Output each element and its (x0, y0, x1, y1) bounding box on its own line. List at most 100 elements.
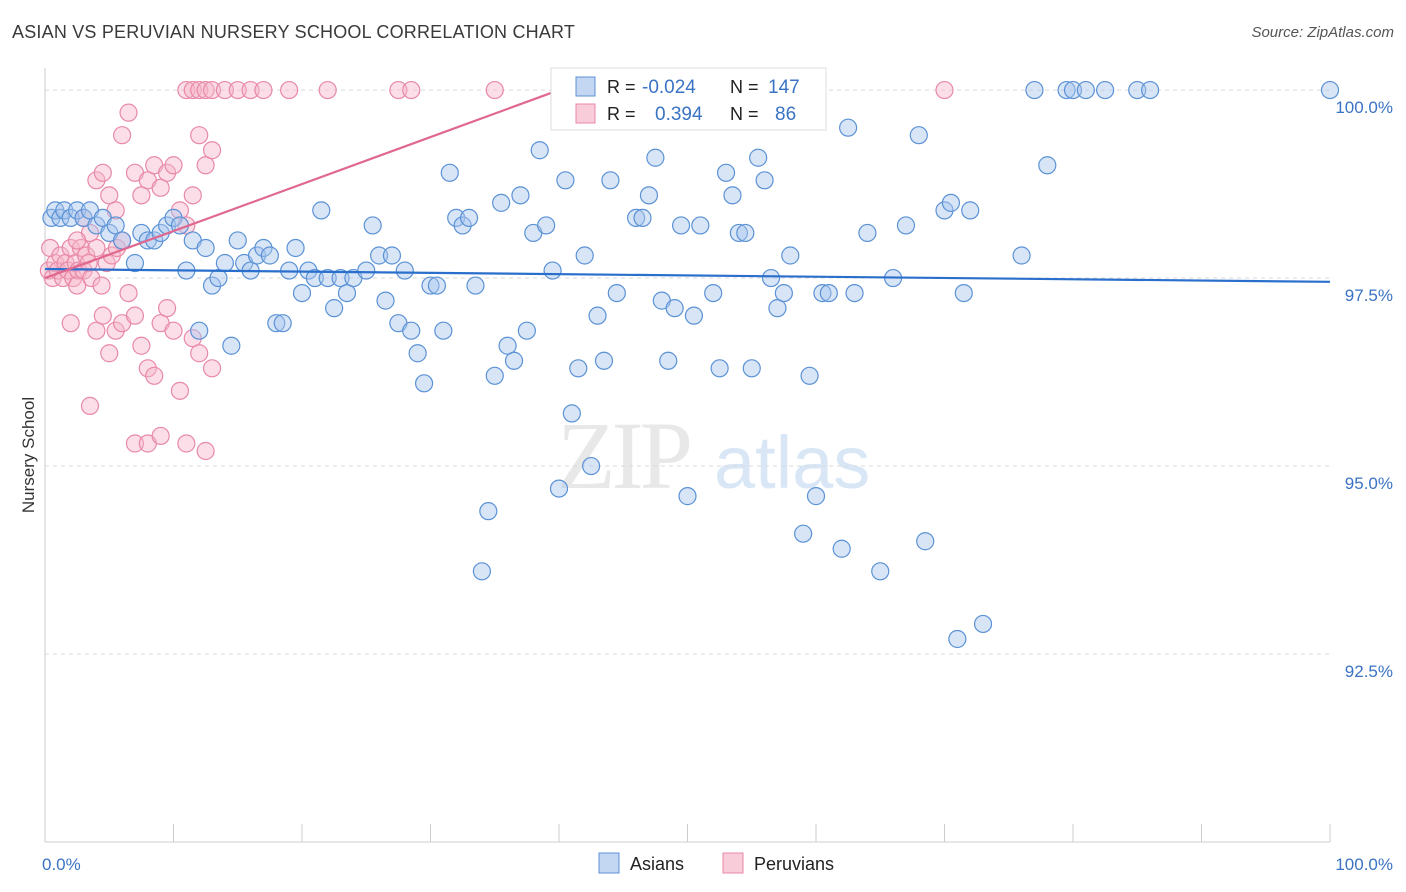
asian-point (755, 171, 774, 190)
asians-n-value: 147 (768, 77, 800, 98)
asian-point (254, 238, 273, 258)
asian-point (729, 223, 749, 243)
peruvian-point (100, 344, 119, 363)
asian-point (742, 359, 761, 378)
trend-lines (44, 89, 1331, 283)
peruvian-point (177, 80, 196, 100)
asian-point (626, 208, 646, 228)
peruvians-trend-line (44, 89, 560, 280)
asian-point (247, 246, 267, 265)
peruvian-point (177, 434, 196, 453)
asian-point (106, 216, 125, 235)
asian-point (447, 208, 466, 228)
asian-point (273, 314, 292, 333)
peruvian-point (151, 178, 170, 197)
asian-point (659, 351, 678, 370)
peruvian-point (68, 231, 87, 250)
asian-point (196, 238, 215, 258)
peruvian-point (190, 344, 209, 363)
peruvian-point (183, 329, 202, 348)
peruvian-point (119, 103, 138, 122)
x-tick-labels: 0.0% 100.0% (42, 855, 1393, 874)
asian-point (453, 216, 472, 235)
asian-point (916, 532, 935, 551)
peruvian-point (202, 359, 222, 378)
y-tick-label: 97.5% (1345, 286, 1393, 305)
asian-point (318, 268, 337, 288)
asian-point (337, 283, 357, 303)
peruvian-point (202, 80, 222, 100)
peruvian-point (254, 80, 273, 100)
asian-point (260, 246, 279, 265)
asian-point (639, 186, 659, 205)
asian-point (357, 261, 376, 280)
asian-point (761, 268, 781, 288)
asian-point (537, 216, 556, 235)
asian-point (1057, 80, 1076, 100)
asian-point (896, 216, 916, 235)
asian-point (125, 253, 145, 273)
asian-point (370, 246, 389, 265)
x-tick-label-start: 0.0% (42, 855, 81, 874)
asian-point (806, 487, 826, 506)
peruvian-point (132, 336, 151, 355)
asian-point (594, 351, 614, 370)
axes (44, 68, 1331, 843)
legend-peruvians-swatch (722, 852, 744, 874)
peruvian-point (164, 156, 183, 175)
peruvian-point (92, 276, 111, 295)
peruvian-point (138, 359, 157, 378)
peruvian-point (196, 80, 215, 100)
peruvian-point (87, 321, 106, 340)
asian-point (582, 456, 601, 476)
asian-point (1128, 80, 1147, 100)
asian-point (68, 201, 87, 220)
asian-point (215, 253, 234, 273)
asian-point (395, 261, 414, 280)
peruvian-point (202, 141, 222, 160)
watermark-atlas: atlas (714, 421, 870, 504)
asian-point (267, 314, 286, 333)
asian-point (794, 524, 813, 543)
peruvian-point (157, 163, 177, 182)
peruvians-r-label: R = (607, 104, 636, 124)
asians-r-label: R = (607, 77, 636, 97)
asian-point (575, 246, 594, 265)
peruvian-point (93, 163, 112, 182)
peruvian-point (151, 426, 170, 446)
asian-point (549, 479, 569, 498)
peruvian-point (196, 156, 215, 175)
asian-point (562, 404, 581, 423)
asian-point (1012, 246, 1031, 265)
asian-point (569, 359, 588, 378)
asian-point (459, 208, 479, 228)
peruvian-point (93, 306, 112, 325)
asian-point (504, 351, 524, 370)
asian-point (839, 118, 858, 137)
peruvian-point (280, 80, 299, 100)
peruvian-point (485, 80, 504, 100)
asian-point (1025, 80, 1044, 100)
peruvian-point (61, 314, 80, 333)
asians-r-value: -0.024 (642, 77, 696, 98)
asian-point (1140, 80, 1160, 100)
asian-point (485, 366, 504, 385)
asian-point (325, 299, 344, 318)
asian-point (749, 148, 768, 167)
peruvians-swatch (575, 103, 596, 124)
asian-point (710, 359, 729, 378)
asian-point (1076, 80, 1095, 100)
asian-point (112, 231, 132, 250)
asian-point (402, 321, 421, 340)
asian-point (774, 283, 793, 303)
peruvian-point (100, 186, 119, 205)
peruvian-point (68, 276, 87, 295)
asian-point (961, 201, 980, 220)
asian-point (421, 276, 440, 295)
peruvian-point (87, 238, 106, 258)
asian-point (466, 276, 485, 295)
asian-point (434, 321, 453, 340)
peruvian-point (389, 80, 408, 100)
asian-point (845, 283, 864, 303)
asian-point (973, 614, 993, 634)
